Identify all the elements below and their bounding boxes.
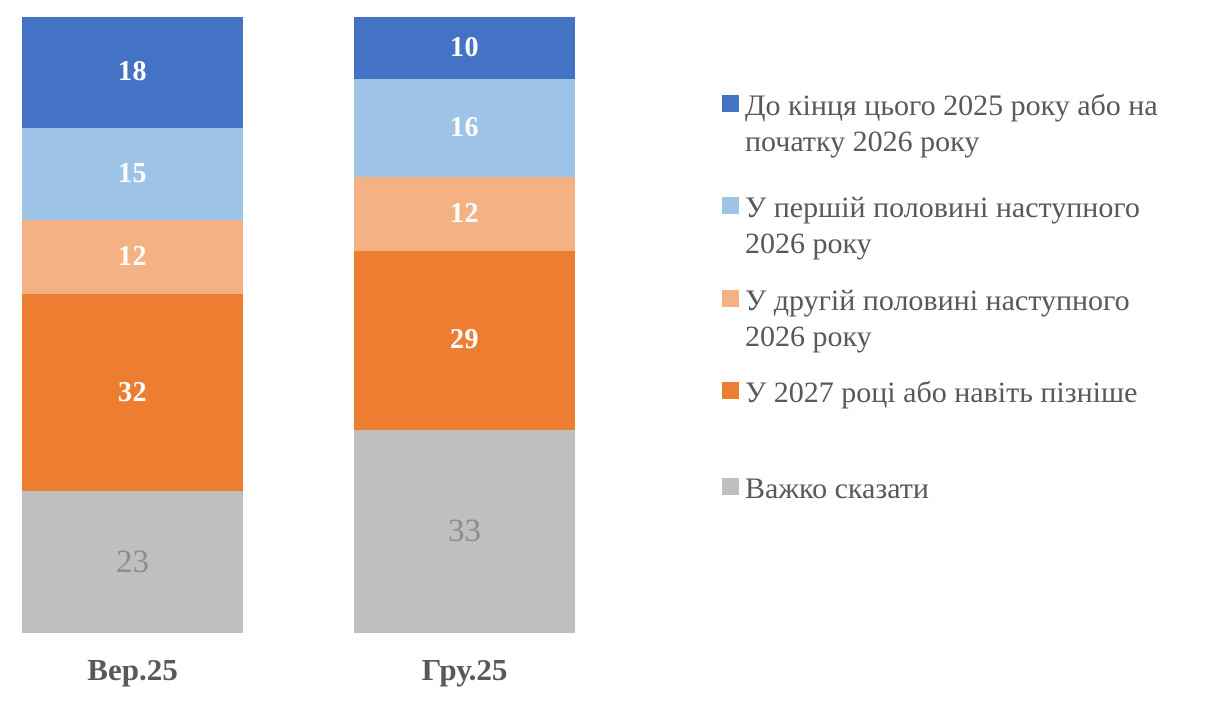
legend-swatch-icon — [722, 382, 739, 399]
legend-item: Важко сказати — [722, 471, 1197, 507]
legend-item: У 2027 році або навіть пізніше — [722, 375, 1197, 411]
bar-value-label: 18 — [118, 56, 147, 88]
legend-item: У другій половині наступного 2026 року — [722, 283, 1197, 355]
legend-swatch-icon — [722, 95, 739, 112]
legend-label: У другій половині наступного 2026 року — [745, 284, 1130, 353]
x-axis-label: Гру.25 — [421, 652, 508, 687]
bar-column: 10 16 12 29 33 — [354, 17, 575, 633]
chart-legend: До кінця цього 2025 року або на початку … — [722, 0, 1202, 722]
bar-segment: 33 — [354, 429, 575, 633]
legend-swatch-icon — [722, 290, 739, 307]
bar-value-label: 32 — [118, 376, 147, 408]
legend-label: Важко сказати — [745, 472, 929, 505]
bar-value-label: 23 — [116, 543, 149, 580]
bar-segment: 29 — [354, 251, 575, 430]
x-axis-label: Вер.25 — [87, 652, 178, 687]
bar-value-label: 33 — [448, 512, 481, 549]
legend-label: До кінця цього 2025 року або на початку … — [745, 89, 1158, 158]
bar-value-label: 12 — [118, 241, 147, 273]
legend-label: У першій половині наступного 2026 року — [745, 191, 1140, 260]
legend-item: У першій половині наступного 2026 року — [722, 190, 1197, 262]
legend-swatch-icon — [722, 197, 739, 214]
bar-value-label: 29 — [450, 324, 479, 356]
legend-label: У 2027 році або навіть пізніше — [745, 376, 1138, 409]
bar-segment: 10 — [354, 17, 575, 79]
bar-segment: 12 — [354, 177, 575, 252]
bar-segment: 15 — [22, 127, 243, 221]
bar-value-label: 15 — [118, 158, 147, 190]
legend-swatch-icon — [722, 478, 739, 495]
bar-segment: 23 — [22, 491, 243, 633]
bar-column: 18 15 12 32 23 — [22, 17, 243, 633]
bar-value-label: 16 — [450, 111, 479, 143]
bar-value-label: 12 — [450, 198, 479, 230]
bar-segment: 12 — [22, 220, 243, 295]
bar-segment: 32 — [22, 294, 243, 492]
bar-segment: 16 — [354, 78, 575, 178]
bar-value-label: 10 — [450, 31, 479, 63]
legend-item: До кінця цього 2025 року або на початку … — [722, 88, 1197, 160]
bar-segment: 18 — [22, 17, 243, 128]
